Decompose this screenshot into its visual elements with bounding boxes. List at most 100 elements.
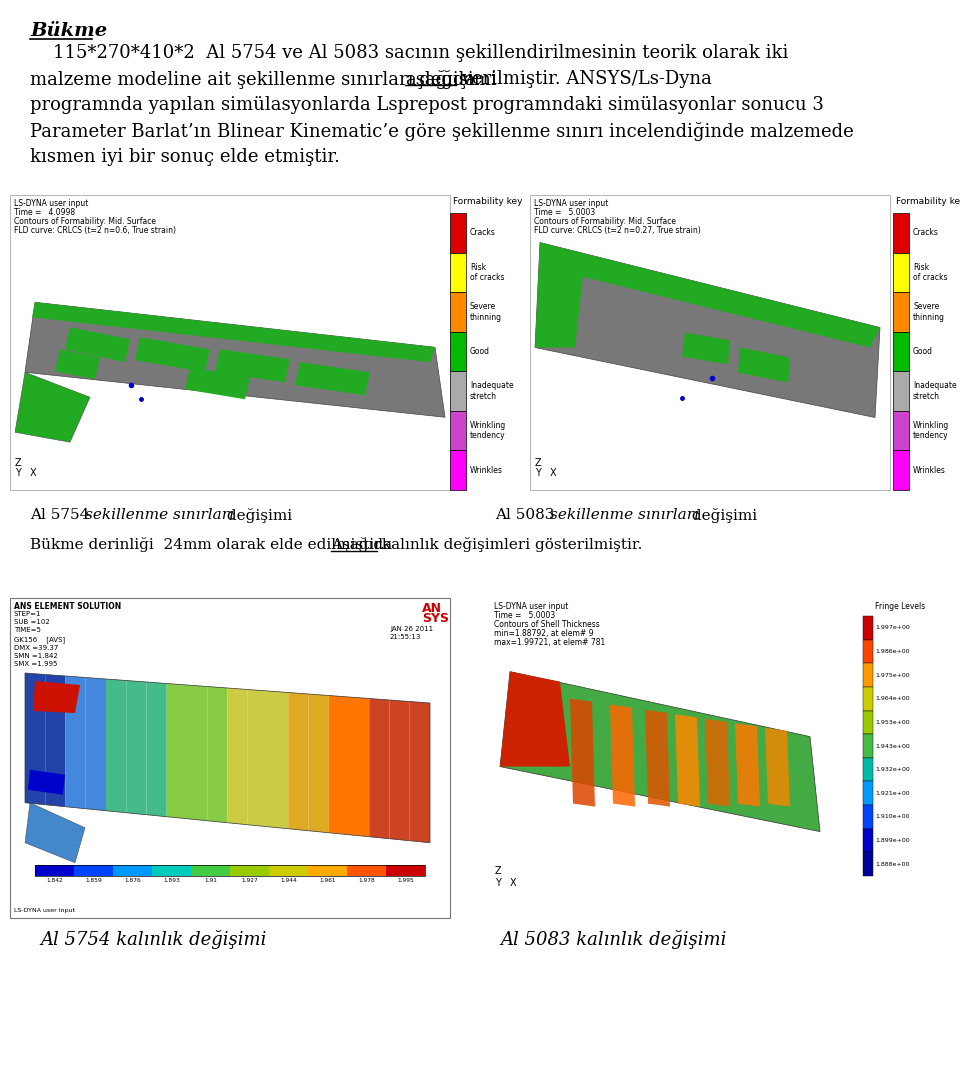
Polygon shape (268, 691, 288, 828)
Text: Bükme: Bükme (30, 23, 108, 40)
Text: Bükme derinliği  24mm olarak elde edilmiştir.: Bükme derinliği 24mm olarak elde edilmiş… (30, 536, 390, 552)
Text: X: X (550, 468, 557, 477)
Polygon shape (33, 681, 80, 712)
Text: Wrinkles: Wrinkles (470, 466, 503, 474)
Polygon shape (410, 702, 430, 842)
Bar (863, 687, 873, 710)
Text: Z: Z (15, 458, 22, 468)
Text: DMX =39.37: DMX =39.37 (14, 645, 59, 650)
Text: Wrinkling
tendency: Wrinkling tendency (913, 421, 949, 440)
Polygon shape (185, 367, 250, 399)
Text: Inadequate
stretch: Inadequate stretch (470, 381, 514, 401)
Text: Contours of Formability: Mid. Surface: Contours of Formability: Mid. Surface (14, 217, 156, 226)
Polygon shape (610, 705, 635, 807)
Text: Cracks: Cracks (470, 229, 496, 237)
Polygon shape (705, 719, 730, 807)
Text: Severe
thinning: Severe thinning (470, 303, 502, 322)
Bar (863, 734, 873, 758)
Bar (893, 214, 909, 252)
Text: 1.859: 1.859 (85, 878, 102, 883)
Text: 1.995: 1.995 (397, 878, 414, 883)
Text: X: X (30, 468, 36, 477)
Polygon shape (65, 676, 85, 809)
Text: Z: Z (535, 458, 541, 468)
Polygon shape (738, 348, 790, 382)
Polygon shape (207, 687, 228, 823)
Text: STEP=1: STEP=1 (14, 611, 41, 617)
Bar (893, 371, 909, 411)
Bar (10, 195, 450, 490)
Text: verilmiştir. ANSYS/Ls-Dyna: verilmiştir. ANSYS/Ls-Dyna (456, 70, 712, 88)
Text: Cracks: Cracks (913, 229, 939, 237)
Polygon shape (106, 679, 127, 812)
Polygon shape (288, 692, 308, 831)
Text: değişimi: değişimi (687, 508, 757, 523)
Text: Y: Y (535, 468, 540, 477)
Polygon shape (370, 699, 390, 839)
Polygon shape (725, 338, 875, 387)
Text: 1.876: 1.876 (124, 878, 141, 883)
Bar (863, 805, 873, 828)
Bar (863, 663, 873, 687)
Text: FLD curve: CRLCS (t=2 n=0.27, True strain): FLD curve: CRLCS (t=2 n=0.27, True strai… (534, 226, 701, 235)
Text: ANS ELEMENT SOLUTION: ANS ELEMENT SOLUTION (14, 602, 121, 611)
Text: Al 5754: Al 5754 (30, 508, 89, 521)
Bar (863, 616, 873, 640)
Bar (893, 332, 909, 371)
Polygon shape (15, 372, 90, 442)
Text: SMX =1.995: SMX =1.995 (14, 661, 58, 667)
Bar (863, 781, 873, 805)
Text: 1.932e+00: 1.932e+00 (875, 767, 910, 773)
Polygon shape (187, 685, 207, 821)
Text: Contours of Shell Thickness: Contours of Shell Thickness (494, 620, 600, 629)
Text: max=1.99721, at elem# 781: max=1.99721, at elem# 781 (494, 638, 605, 647)
Text: 1.899e+00: 1.899e+00 (875, 838, 910, 843)
Bar (450, 371, 466, 411)
Text: 1.888e+00: 1.888e+00 (875, 862, 909, 867)
Text: SYS: SYS (422, 612, 449, 624)
Text: kısmen iyi bir sonuç elde etmiştir.: kısmen iyi bir sonuç elde etmiştir. (30, 148, 340, 166)
Bar (450, 252, 466, 292)
Polygon shape (535, 242, 880, 417)
Bar (893, 411, 909, 451)
Text: Risk
of cracks: Risk of cracks (913, 263, 948, 282)
Text: 1.964e+00: 1.964e+00 (875, 696, 910, 702)
Bar (35, 865, 425, 876)
Polygon shape (28, 769, 65, 795)
Text: AN: AN (422, 602, 442, 615)
Polygon shape (215, 349, 290, 382)
Text: Good: Good (470, 347, 490, 356)
Polygon shape (585, 282, 680, 338)
Bar (35, 865, 74, 876)
Polygon shape (147, 682, 167, 817)
Bar (893, 252, 909, 292)
Text: 1.953e+00: 1.953e+00 (875, 720, 910, 725)
Text: Inadequate
stretch: Inadequate stretch (913, 381, 956, 401)
Polygon shape (32, 303, 435, 363)
Polygon shape (682, 333, 730, 365)
Polygon shape (735, 723, 760, 807)
Polygon shape (308, 694, 328, 833)
Polygon shape (675, 715, 700, 807)
Polygon shape (167, 684, 187, 819)
Bar (450, 292, 466, 332)
Text: Z: Z (495, 866, 502, 876)
Text: min=1.88792, at elem# 9: min=1.88792, at elem# 9 (494, 629, 593, 638)
Text: 1.961: 1.961 (320, 878, 336, 883)
Polygon shape (127, 680, 147, 814)
Bar (386, 865, 425, 876)
Text: Al 5754 kalınlık değişimi: Al 5754 kalınlık değişimi (40, 930, 266, 949)
Bar (308, 865, 347, 876)
Text: Fringe Levels: Fringe Levels (875, 602, 925, 611)
Text: malzeme modeline ait şekillenme sınırları değişimi: malzeme modeline ait şekillenme sınırlar… (30, 70, 502, 89)
Text: SMN =1.842: SMN =1.842 (14, 653, 58, 659)
Polygon shape (328, 695, 349, 835)
Bar (863, 640, 873, 663)
Text: aşağıda: aşağıda (405, 70, 475, 89)
Text: Time =   4.0998: Time = 4.0998 (14, 208, 75, 217)
Text: LS-DYNA user input: LS-DYNA user input (14, 199, 88, 208)
Text: Risk
of cracks: Risk of cracks (470, 263, 505, 282)
Polygon shape (535, 242, 585, 348)
Polygon shape (85, 677, 106, 811)
Bar (863, 710, 873, 734)
